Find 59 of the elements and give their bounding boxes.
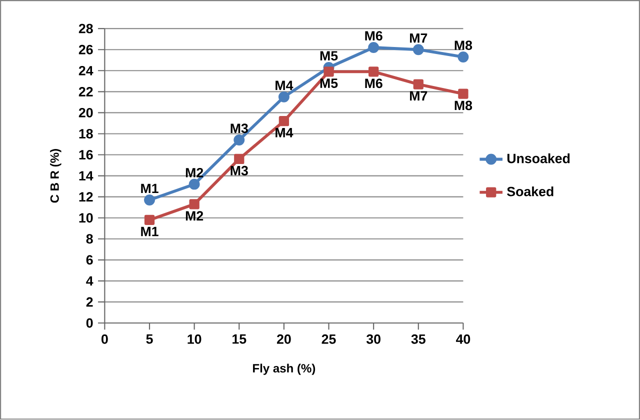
annotation: M8 [454,100,472,110]
point [234,154,244,164]
x-tick-label: 40 [456,334,470,344]
y-tick-label: 26 [78,45,93,54]
y-tick-label: 12 [79,192,93,202]
y-tick-label: 22 [78,87,93,96]
annotation: M6 [365,78,382,88]
legend-label: Unsoaked [507,154,570,164]
y-tick-label: 14 [79,171,94,181]
y-tick-label: 2 [86,297,93,307]
point [368,66,379,77]
y-tick-label: 18 [79,129,93,139]
annotation: M7 [410,34,428,43]
annotation: M8 [454,40,472,50]
x-axis-title: Fly ash (%) [253,364,316,376]
point [144,215,155,226]
x-tick-label: 20 [276,334,291,344]
point [188,178,200,190]
point [458,52,469,63]
point [144,194,155,206]
point [278,116,290,126]
point [324,66,334,77]
y-tick-label: 16 [79,150,93,160]
point [412,44,424,56]
y-tick-label: 20 [78,108,93,118]
y-tick-label: 0 [86,318,93,328]
point [189,199,200,210]
annotation: M1 [141,227,158,236]
x-tick-label: 0 [102,334,108,344]
annotation: M2 [186,211,204,221]
annotation: M4 [276,80,294,90]
x-tick-label: 15 [232,334,246,344]
annotation: M3 [230,166,248,176]
y-tick-label: 6 [86,255,93,265]
y-tick-label: 4 [86,276,94,286]
point [234,134,245,146]
y-tick-label: 10 [79,213,93,223]
point [458,88,468,100]
point [413,79,424,90]
annotation: M4 [276,128,294,138]
legend-label: Soaked [507,186,554,196]
annotation: M6 [365,31,382,41]
annotation: M2 [186,168,204,178]
annotation: M7 [410,91,428,101]
annotation: M5 [320,51,338,61]
annotation: M3 [230,124,248,134]
y-axis-title: C B R (%) [50,149,62,203]
y-tick-label: 8 [86,234,93,244]
x-tick-label: 10 [188,334,202,344]
x-tick-label: 30 [366,334,380,344]
y-tick-label: 24 [78,66,94,76]
point [278,92,290,103]
annotation: M5 [320,78,338,88]
point [368,42,380,54]
x-tick-label: 5 [146,334,153,344]
x-tick-label: 35 [411,334,426,344]
annotation: M1 [141,184,158,194]
y-tick-label: 28 [78,24,93,34]
x-tick-label: 25 [322,334,336,344]
